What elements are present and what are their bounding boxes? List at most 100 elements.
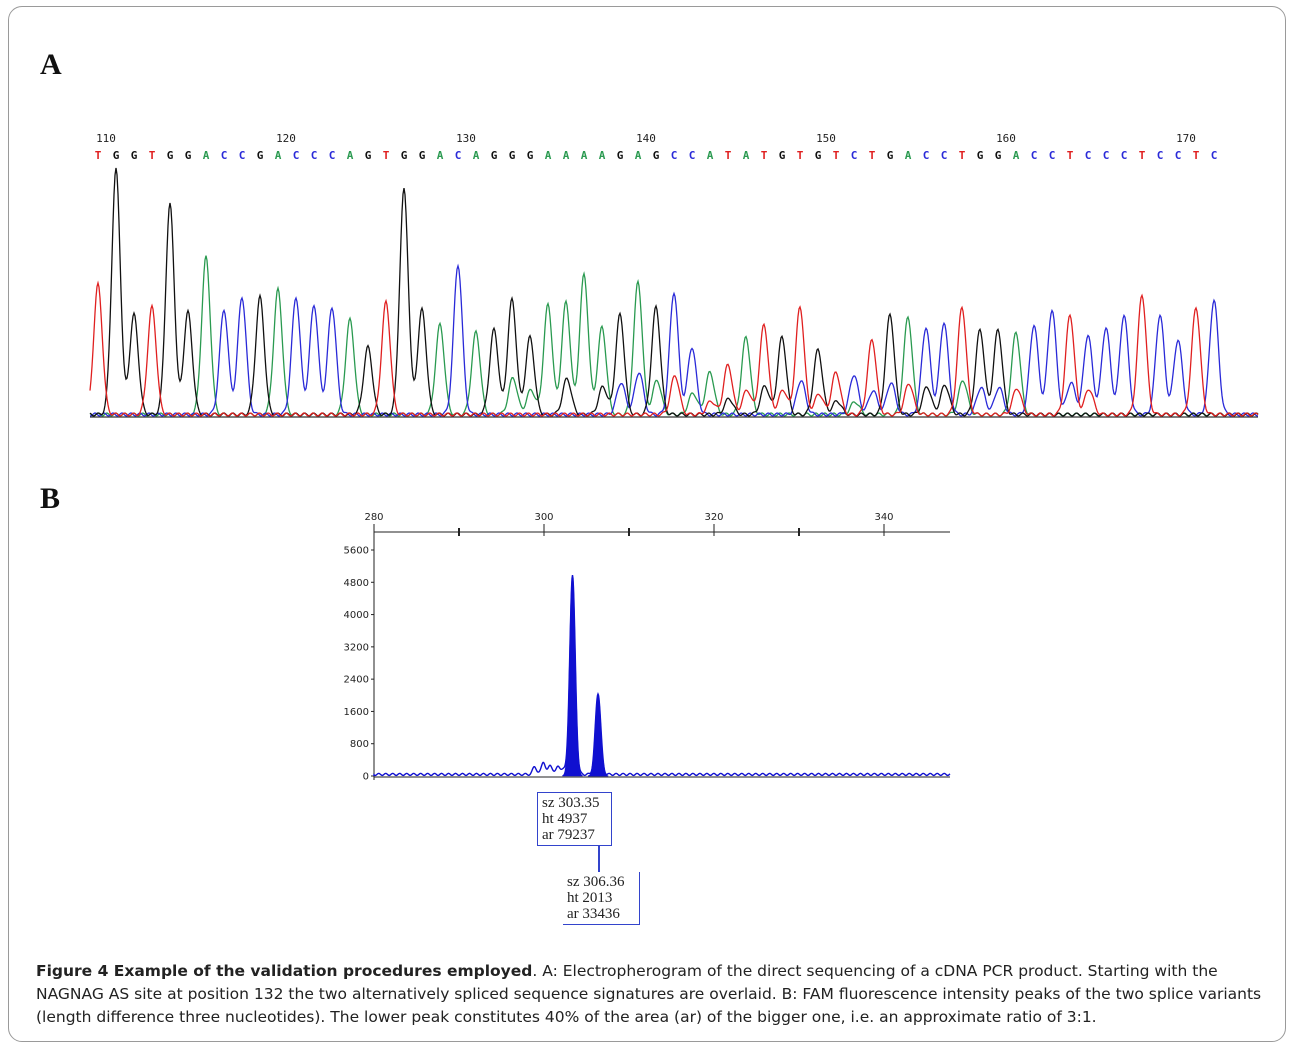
base-call-letter: C [1085,149,1092,162]
y-tick-label: 4800 [344,578,369,589]
base-call-letter: T [797,149,804,162]
base-call-letter: T [869,149,876,162]
position-tick-label: 110 [96,132,116,145]
base-call-letter: C [671,149,678,162]
base-call-letter: C [293,149,300,162]
base-call-letter: A [599,149,606,162]
base-call-letter: A [635,149,642,162]
base-call-letter: T [725,149,732,162]
caption-title: Figure 4 Example of the validation proce… [36,962,533,980]
base-call-letter: G [977,149,984,162]
base-call-letter: T [383,149,390,162]
y-tick-label: 0 [363,772,369,783]
base-call-letter: C [1121,149,1128,162]
y-tick-label: 2400 [344,675,369,686]
fam-peak-2 [587,694,609,777]
base-call-letter: A [707,149,714,162]
base-call-letter: C [1211,149,1218,162]
base-call-letter: T [149,149,156,162]
base-call-letter: G [185,149,192,162]
base-call-letter: G [887,149,894,162]
position-tick-label: 160 [996,132,1016,145]
base-call-letter: A [203,149,210,162]
position-tick-label: 150 [816,132,836,145]
base-call-letter: G [995,149,1002,162]
base-call-letter: T [833,149,840,162]
callout-2-size: sz 306.36 [567,874,625,890]
y-tick-label: 800 [350,739,369,750]
panel-b-label: B [40,482,61,515]
position-tick-label: 130 [456,132,476,145]
base-call-letter: G [815,149,822,162]
base-call-letter: T [95,149,102,162]
base-call-letter: G [167,149,174,162]
base-call-letter: C [221,149,228,162]
peak-callout-2: sz 306.36 ht 2013 ar 33436 [563,872,640,925]
base-call-letter: G [131,149,138,162]
base-call-letter: G [491,149,498,162]
y-tick-label: 5600 [344,546,369,557]
base-call-letter: A [545,149,552,162]
y-tick-label: 3200 [344,642,369,653]
callout-2-area: ar 33436 [567,906,620,922]
base-call-letter: G [617,149,624,162]
base-call-letter: T [761,149,768,162]
base-call-letter: A [437,149,444,162]
base-call-letter: C [239,149,246,162]
base-call-letter: T [1139,149,1146,162]
base-call-letter: C [1175,149,1182,162]
base-call-letter: C [329,149,336,162]
callout-1-size: sz 303.35 [542,795,600,811]
peak-callout-1: sz 303.35 ht 4937 ar 79237 [537,792,612,846]
base-call-letter: A [563,149,570,162]
callout-1-height: ht 4937 [542,811,588,827]
fam-peak-chart: 280 300 320 340 0 800 1600 2400 3200 4000 4800 5600 [344,512,951,783]
y-tick-label: 4000 [344,610,369,621]
base-call-letter: G [401,149,408,162]
panel-a-label: A [40,48,62,81]
base-call-letter: G [509,149,516,162]
figure-frame [8,6,1286,1042]
base-call-letter: G [527,149,534,162]
callout-connector [598,846,600,872]
x-tick-label: 340 [874,512,893,523]
callout-2-height: ht 2013 [567,890,613,906]
base-call-letter: T [959,149,966,162]
base-call-letter: C [1103,149,1110,162]
base-call-letter: G [113,149,120,162]
trace-T [89,280,1259,417]
base-call-letter: T [1193,149,1200,162]
base-call-letter: C [851,149,858,162]
fam-trace [373,574,951,777]
y-tick-label: 1600 [344,707,369,718]
position-tick-label: 170 [1176,132,1196,145]
x-tick-label: 280 [364,512,383,523]
figure-caption: Figure 4 Example of the validation proce… [36,960,1266,1029]
base-call-letter: C [455,149,462,162]
position-tick-label: 120 [276,132,296,145]
fam-peak-1 [562,575,583,777]
base-call-letter: G [365,149,372,162]
base-call-letter: C [311,149,318,162]
base-call-letter: A [1013,149,1020,162]
base-call-letter: A [905,149,912,162]
base-call-letter: G [653,149,660,162]
base-call-letter: C [1049,149,1056,162]
base-call-letter: A [743,149,750,162]
caption-text: . A: Electropherogram of the direct sequ… [36,962,1262,1026]
base-call-letter: C [689,149,696,162]
callout-1-area: ar 79237 [542,827,595,843]
base-call-letter: G [257,149,264,162]
base-call-letter: A [473,149,480,162]
trace-C [90,263,1258,417]
base-call-letter: C [923,149,930,162]
base-call-letter: C [1031,149,1038,162]
base-call-letter: C [1157,149,1164,162]
base-call-letter: G [779,149,786,162]
x-tick-label: 300 [534,512,553,523]
base-call-letter: A [347,149,354,162]
trace-A [89,255,1259,417]
base-call-letter: A [581,149,588,162]
base-call-letter: T [1067,149,1074,162]
